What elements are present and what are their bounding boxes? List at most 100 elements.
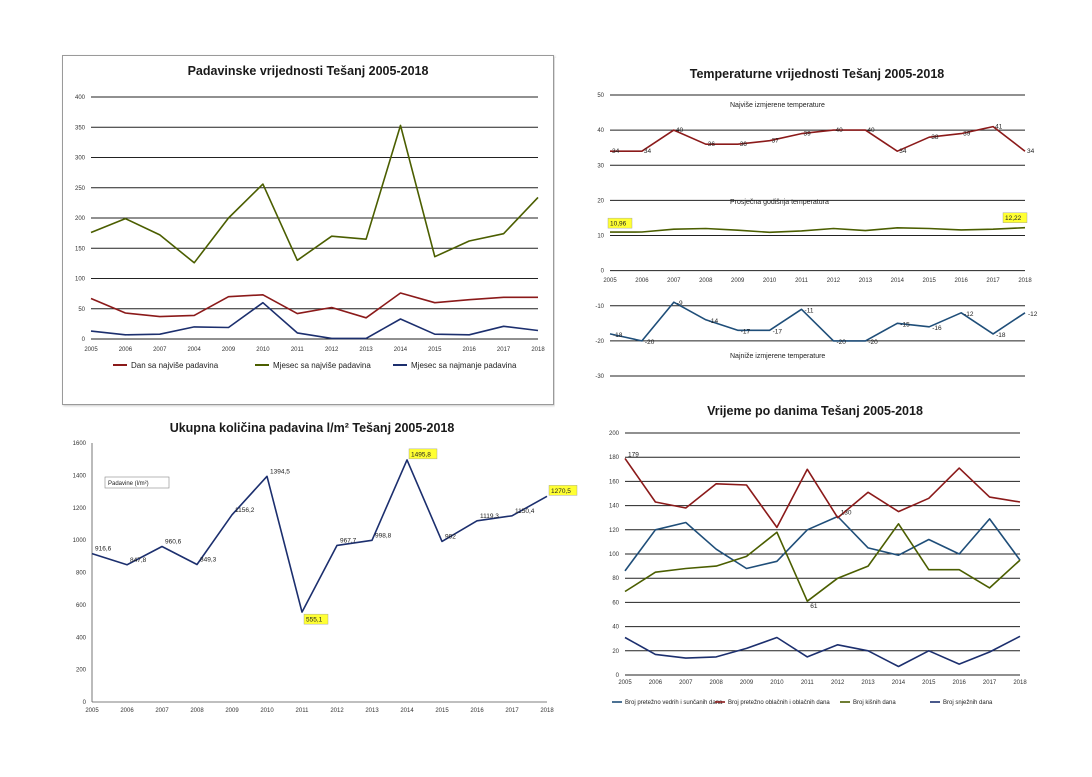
x-tick-label: 2009 (225, 708, 239, 714)
x-tick-label: 2015 (428, 347, 442, 353)
data-label: 130 (841, 509, 852, 516)
y-tick-label: 140 (609, 504, 620, 510)
data-label: 37 (772, 138, 780, 145)
data-label-highlight (408, 448, 438, 460)
x-tick-label: 2012 (827, 278, 841, 284)
data-label-highlight (303, 613, 329, 625)
x-tick-label: 2014 (400, 708, 414, 714)
x-tick-label: 2005 (85, 708, 99, 714)
legend-label: Broj pretežno vedrih i sunčanih dana (625, 700, 723, 706)
series-line (624, 457, 1021, 529)
chart-title: Vrijeme po danima Tešanj 2005-2018 (707, 404, 923, 418)
y-tick-label: 50 (78, 307, 85, 313)
y-tick-label: 400 (75, 95, 86, 101)
data-label: 36 (740, 141, 748, 148)
series-line (624, 515, 1021, 572)
data-label: 1156,2 (235, 507, 255, 514)
data-label: 38 (931, 134, 939, 141)
data-label: -20 (645, 339, 655, 346)
x-tick-label: 2018 (540, 708, 554, 714)
x-tick-label: 2018 (1018, 278, 1032, 284)
y-tick-label: 1600 (73, 441, 87, 447)
x-tick-label: 2006 (635, 278, 649, 284)
x-tick-label: 2010 (763, 278, 777, 284)
data-label: 40 (676, 127, 684, 134)
x-tick-label: 2009 (731, 278, 745, 284)
y-tick-label: 0 (82, 337, 86, 343)
x-tick-label: 2010 (770, 680, 784, 686)
data-label: -16 (932, 325, 942, 332)
x-tick-label: 2014 (891, 278, 905, 284)
x-tick-label: 2012 (325, 347, 339, 353)
x-tick-label: 2006 (649, 680, 663, 686)
y-tick-label: 1200 (73, 506, 87, 512)
y-tick-label: 60 (612, 600, 619, 606)
y-tick-label: 80 (612, 576, 619, 582)
x-tick-label: 2007 (667, 278, 681, 284)
data-label: -12 (1028, 311, 1038, 318)
x-tick-label: 2018 (1013, 680, 1027, 686)
legend-label: Broj snježnih dana (943, 700, 993, 706)
x-tick-label: 2016 (470, 708, 484, 714)
x-tick-label: 2010 (256, 347, 270, 353)
data-label: 1270,5 (551, 488, 571, 495)
y-tick-label: 350 (75, 125, 86, 131)
x-tick-label: 2012 (831, 680, 845, 686)
x-tick-label: 2004 (187, 347, 201, 353)
series-annotation: Najniže izmjerene temperature (730, 353, 825, 360)
weather-days-svg: Vrijeme po danima Tešanj 2005-2018 0 20 40… (609, 404, 1027, 706)
data-label: 179 (628, 451, 639, 458)
x-tick-label: 2017 (497, 347, 511, 353)
data-label: 1394,5 (270, 468, 290, 475)
legend-label: Padavine (l/m²) (108, 481, 149, 487)
x-tick-label: 2015 (435, 708, 449, 714)
x-tick-label: 2006 (120, 708, 134, 714)
x-tick-label: 2015 (923, 278, 937, 284)
x-tick-label: 2016 (463, 347, 477, 353)
precipitation-values-svg: Padavinske vrijednosti Tešanj 2005-2018 … (75, 64, 545, 370)
y-tick-label: 0 (601, 269, 605, 275)
y-tick-label: -30 (595, 374, 604, 380)
x-tick-label: 2016 (954, 278, 968, 284)
chart-title: Ukupna količina padavina l/m² Tešanj 200… (170, 421, 455, 435)
x-tick-label: 2007 (679, 680, 693, 686)
weather-days-chart: Vrijeme po danima Tešanj 2005-2018 0 20 40… (590, 398, 1050, 718)
series-line (609, 226, 1026, 234)
data-label: 40 (867, 127, 875, 134)
x-tick-label: 2005 (618, 680, 632, 686)
x-tick-label: 2016 (953, 680, 967, 686)
x-tick-label: 2017 (983, 680, 997, 686)
chart-title: Temperaturne vrijednosti Tešanj 2005-201… (690, 67, 945, 81)
y-tick-label: -20 (595, 339, 604, 345)
y-tick-label: 40 (597, 128, 604, 134)
x-tick-label: 2013 (359, 347, 373, 353)
data-label: 1119,3 (480, 513, 499, 520)
x-tick-label: 2010 (260, 708, 274, 714)
x-tick-label: 2009 (740, 680, 754, 686)
x-tick-label: 2005 (603, 278, 617, 284)
x-tick-label: 2014 (892, 680, 906, 686)
data-label: 967,7 (340, 537, 357, 544)
temperature-values-svg: Temperaturne vrijednosti Tešanj 2005-201… (595, 67, 1038, 380)
legend-label: Mjesec sa najmanje padavina (411, 361, 517, 370)
y-tick-label: 1000 (73, 538, 87, 544)
data-label: 10,96 (610, 221, 627, 228)
y-tick-label: 400 (76, 635, 87, 641)
data-label-highlight (548, 485, 578, 496)
data-label: -17 (773, 328, 783, 335)
x-tick-label: 2008 (190, 708, 204, 714)
y-tick-label: 180 (609, 455, 620, 461)
x-tick-label: 2008 (709, 680, 723, 686)
total-precipitation-svg: Ukupna količina padavina l/m² Tešanj 200… (73, 421, 578, 714)
x-tick-label: 2006 (119, 347, 133, 353)
y-tick-label: 120 (609, 528, 620, 534)
x-tick-label: 2012 (330, 708, 344, 714)
series-line (624, 635, 1021, 668)
legend-label: Broj pretežno oblačnih i oblačnih dana (728, 700, 830, 706)
legend-label: Broj kišnih dana (853, 700, 896, 706)
x-tick-label: 2011 (296, 708, 310, 714)
y-tick-label: 600 (76, 603, 87, 609)
series-line (90, 301, 539, 340)
data-label: 61 (810, 603, 818, 610)
x-tick-label: 2009 (222, 347, 236, 353)
